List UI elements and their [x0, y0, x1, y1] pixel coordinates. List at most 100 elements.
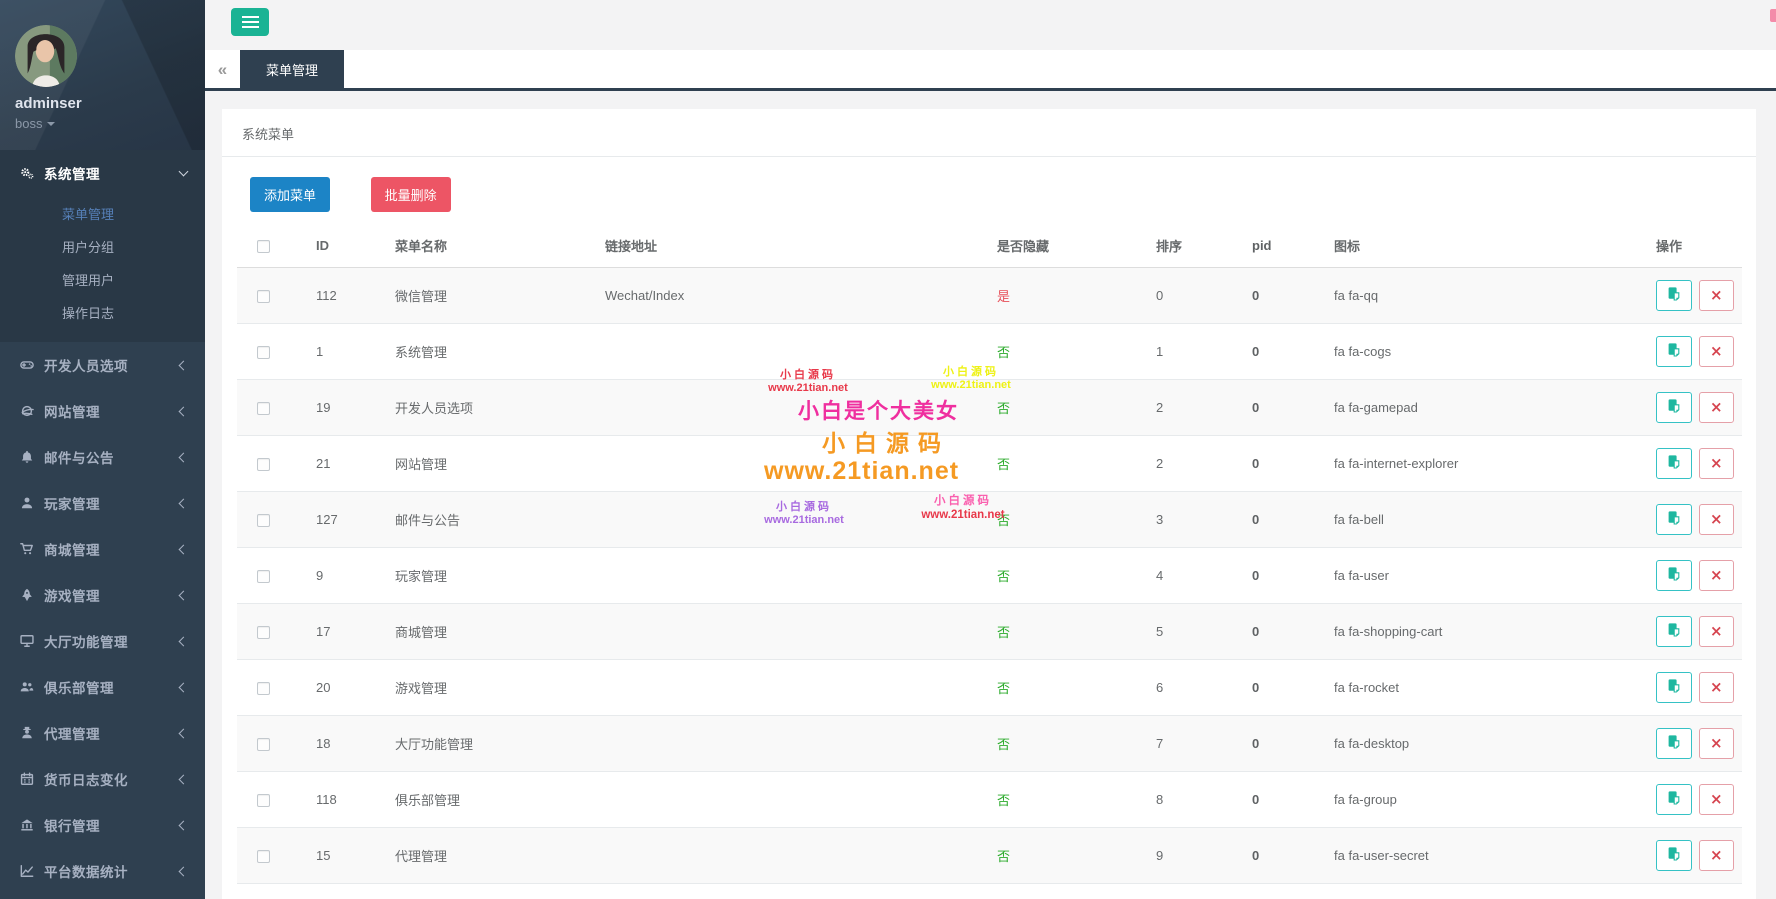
edit-button[interactable]: [1656, 616, 1692, 647]
edit-button[interactable]: [1656, 336, 1692, 367]
cell-icon: fa fa-cogs: [1326, 323, 1648, 380]
row-actions: ×: [1656, 672, 1734, 703]
cell-pid: 0: [1244, 491, 1326, 548]
delete-button[interactable]: ×: [1698, 336, 1734, 367]
toolbar: 添加菜单 批量删除: [250, 177, 1742, 212]
sidebar-item-club-management[interactable]: 俱乐部管理: [0, 664, 205, 710]
row-checkbox[interactable]: [257, 346, 270, 360]
cell-id: 118: [308, 771, 387, 828]
sidebar-item-website-management[interactable]: 网站管理: [0, 388, 205, 434]
row-checkbox[interactable]: [257, 626, 270, 640]
edit-button[interactable]: [1656, 560, 1692, 591]
close-icon: ×: [1709, 286, 1723, 304]
cell-link: [597, 323, 989, 380]
nav-section-system: 系统管理 菜单管理 用户分组 管理用户 操作日志: [0, 150, 205, 342]
user-role-dropdown[interactable]: boss: [15, 116, 205, 131]
profile-panel: adminser boss: [0, 0, 205, 150]
cell-pid: 0: [1244, 827, 1326, 884]
delete-button[interactable]: ×: [1698, 616, 1734, 647]
row-checkbox[interactable]: [257, 738, 270, 752]
gamepad-icon: [20, 358, 44, 372]
sidebar-item-agent-management[interactable]: 代理管理: [0, 710, 205, 756]
sidebar-item-operation-log[interactable]: 操作日志: [62, 306, 115, 321]
row-checkbox[interactable]: [257, 850, 270, 864]
delete-button[interactable]: ×: [1698, 672, 1734, 703]
edit-button[interactable]: [1656, 280, 1692, 311]
cell-name: 代理管理: [387, 827, 597, 884]
cell-pid: 0: [1244, 771, 1326, 828]
delete-button[interactable]: ×: [1698, 784, 1734, 815]
add-menu-button[interactable]: 添加菜单: [250, 177, 331, 212]
cell-sort: 2: [1148, 435, 1244, 492]
tab-menu-management[interactable]: 菜单管理: [240, 50, 345, 88]
edit-button[interactable]: [1656, 784, 1692, 815]
paste-icon: [1666, 846, 1682, 865]
row-checkbox[interactable]: [257, 514, 270, 528]
sidebar-item-developer-options[interactable]: 开发人员选项: [0, 342, 205, 388]
avatar[interactable]: [15, 25, 77, 87]
cell-link: [597, 715, 989, 772]
cell-hidden-badge: 否: [997, 457, 1011, 472]
row-checkbox[interactable]: [257, 570, 270, 584]
cell-link: [597, 659, 989, 716]
bank-icon: [20, 818, 44, 832]
sidebar-item-game-management[interactable]: 游戏管理: [0, 572, 205, 618]
chevron-left-icon: [178, 452, 189, 462]
sidebar-nav: 系统管理 菜单管理 用户分组 管理用户 操作日志 开发人员选项 网站管理 邮件与…: [0, 150, 205, 894]
sidebar-item-mall-management[interactable]: 商城管理: [0, 526, 205, 572]
sidebar-item-admin-users[interactable]: 管理用户: [62, 273, 115, 288]
cell-link: [597, 491, 989, 548]
cell-sort: 5: [1148, 603, 1244, 660]
edit-button[interactable]: [1656, 728, 1692, 759]
select-all-checkbox[interactable]: [257, 240, 270, 254]
sidebar-item-system-management[interactable]: 系统管理: [0, 150, 205, 196]
edit-button[interactable]: [1656, 392, 1692, 423]
chevron-left-icon: [178, 590, 189, 600]
delete-button[interactable]: ×: [1698, 280, 1734, 311]
sidebar-item-menu-management[interactable]: 菜单管理: [62, 207, 115, 222]
sidebar-item-user-groups[interactable]: 用户分组: [62, 240, 115, 255]
row-checkbox[interactable]: [257, 402, 270, 416]
delete-button[interactable]: ×: [1698, 448, 1734, 479]
edit-button[interactable]: [1656, 448, 1692, 479]
row-checkbox[interactable]: [257, 794, 270, 808]
tab-bar: « 菜单管理: [205, 50, 1776, 91]
row-checkbox[interactable]: [257, 682, 270, 696]
delete-button[interactable]: ×: [1698, 392, 1734, 423]
user-icon: [20, 496, 44, 510]
cell-id: 9: [308, 547, 387, 604]
delete-button[interactable]: ×: [1698, 840, 1734, 871]
tabs-scroll-left-button[interactable]: «: [205, 50, 240, 88]
cell-icon: fa fa-desktop: [1326, 715, 1648, 772]
sidebar-item-mail-announcements[interactable]: 邮件与公告: [0, 434, 205, 480]
line-chart-icon: [20, 864, 44, 878]
cell-icon: fa fa-rocket: [1326, 659, 1648, 716]
cell-link: [597, 827, 989, 884]
cell-name: 游戏管理: [387, 659, 597, 716]
sidebar-item-platform-statistics[interactable]: 平台数据统计: [0, 848, 205, 894]
batch-delete-button[interactable]: 批量删除: [370, 177, 451, 212]
cell-hidden-badge: 否: [997, 345, 1011, 360]
table-row: 17 商城管理 否 5 0 fa fa-shopping-cart ×: [237, 603, 1742, 660]
edit-button[interactable]: [1656, 504, 1692, 535]
row-checkbox[interactable]: [257, 290, 270, 304]
row-checkbox[interactable]: [257, 458, 270, 472]
row-actions: ×: [1656, 448, 1734, 479]
sidebar-item-lobby-management[interactable]: 大厅功能管理: [0, 618, 205, 664]
sidebar-toggle-button[interactable]: [231, 8, 269, 36]
delete-button[interactable]: ×: [1698, 728, 1734, 759]
sidebar-item-player-management[interactable]: 玩家管理: [0, 480, 205, 526]
cell-id: 20: [308, 659, 387, 716]
chevron-left-icon: [178, 636, 189, 646]
close-icon: ×: [1709, 622, 1723, 640]
delete-button[interactable]: ×: [1698, 560, 1734, 591]
sidebar-item-currency-log[interactable]: 货币日志变化: [0, 756, 205, 802]
delete-button[interactable]: ×: [1698, 504, 1734, 535]
edit-button[interactable]: [1656, 840, 1692, 871]
sidebar-item-bank-management[interactable]: 银行管理: [0, 802, 205, 848]
cell-link: [597, 435, 989, 492]
col-header-sort: 排序: [1148, 226, 1244, 268]
table-row: 127 邮件与公告 否 3 0 fa fa-bell ×: [237, 491, 1742, 548]
edit-button[interactable]: [1656, 672, 1692, 703]
col-header-action: 操作: [1648, 226, 1742, 268]
